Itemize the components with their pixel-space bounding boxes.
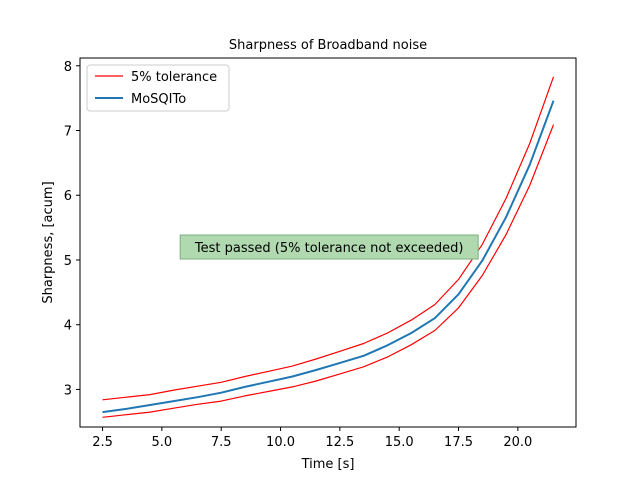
legend: 5% tolerance MoSQITo: [86, 64, 230, 112]
x-tick-label: 2.5: [92, 435, 113, 450]
x-tick-label: 20.0: [503, 435, 532, 450]
annotation-box: Test passed (5% tolerance not exceeded): [179, 234, 479, 260]
legend-label: 5% tolerance: [131, 70, 217, 85]
series-line-1: [102, 124, 555, 418]
plot-frame: [79, 57, 577, 428]
x-tick-label: 10.0: [266, 435, 295, 450]
y-tick-label: 4: [64, 319, 72, 334]
x-tick-label: 15.0: [385, 435, 414, 450]
x-tick-label: 12.5: [325, 435, 354, 450]
x-axis-label: Time [s]: [301, 457, 355, 472]
legend-label: MoSQITo: [131, 92, 186, 107]
y-axis-label: Sharpness, [acum]: [41, 181, 56, 303]
annotation-background: [179, 234, 479, 260]
x-tick-label: 5.0: [152, 435, 173, 450]
series-line-2: [102, 100, 555, 414]
x-tick-label: 17.5: [444, 435, 473, 450]
y-axis: 3 4 5 6 7 8: [64, 60, 80, 398]
x-axis: 2.5 5.0 7.5 10.0 12.5 15.0 17.5 20.0: [92, 427, 532, 450]
y-tick-label: 8: [64, 60, 72, 75]
y-tick-label: 7: [64, 125, 72, 140]
chart-title: Sharpness of Broadband noise: [229, 38, 427, 53]
y-tick-label: 6: [64, 189, 72, 204]
x-tick-label: 7.5: [211, 435, 232, 450]
annotation-text: Test passed (5% tolerance not exceeded): [194, 241, 464, 256]
y-tick-label: 3: [64, 383, 72, 398]
y-tick-label: 5: [64, 254, 72, 269]
